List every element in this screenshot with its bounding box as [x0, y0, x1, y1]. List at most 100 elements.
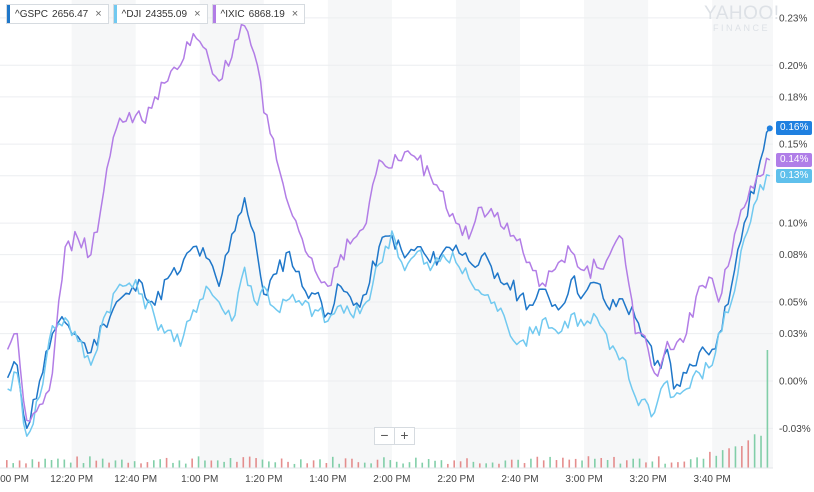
- volume-bar: [44, 458, 46, 468]
- volume-bar: [197, 456, 200, 468]
- zoom-in-button[interactable]: +: [394, 428, 414, 444]
- legend-chip-ixic[interactable]: ^IXIC 6868.19 ×: [211, 4, 306, 24]
- volume-bar: [721, 450, 724, 468]
- volume-bar: [670, 462, 673, 468]
- volume-bar: [363, 462, 366, 468]
- volume-bar: [293, 463, 296, 468]
- x-tick-label: 12:20 PM: [50, 474, 93, 485]
- volume-bar: [114, 460, 117, 468]
- volume-bar: [236, 461, 238, 468]
- x-tick-label: 2:40 PM: [501, 474, 538, 485]
- volume-bar: [542, 460, 545, 468]
- volume-bar: [766, 350, 769, 468]
- volume-bar: [632, 458, 634, 468]
- volume-bar: [101, 458, 104, 468]
- volume-bar: [510, 459, 513, 468]
- volume-bar: [485, 463, 487, 468]
- x-tick-label: 3:40 PM: [694, 474, 731, 485]
- volume-bar: [402, 463, 404, 468]
- watermark-line2: FINANCE: [713, 23, 771, 33]
- volume-bar: [657, 456, 660, 468]
- volume-bar: [121, 459, 123, 468]
- y-gridlines: [0, 17, 773, 429]
- volume-bars: [6, 350, 769, 468]
- volume-bar: [268, 461, 270, 468]
- volume-bar: [325, 462, 328, 468]
- close-icon[interactable]: ×: [291, 8, 299, 20]
- volume-bar: [447, 463, 449, 468]
- volume-bar: [344, 458, 347, 468]
- volume-bar: [453, 460, 456, 468]
- volume-bar: [300, 459, 302, 468]
- volume-bar: [248, 456, 251, 468]
- volume-bar: [491, 462, 494, 468]
- legend-value: 2656.47: [52, 8, 89, 20]
- watermark-line1: YAHOO!: [704, 3, 780, 24]
- volume-bar: [242, 457, 245, 468]
- y-tick-label: 0.20%: [779, 61, 807, 72]
- volume-bar: [466, 458, 468, 468]
- x-tick-label: 12:00 PM: [0, 474, 29, 485]
- volume-bar: [498, 463, 500, 468]
- legend-chip-dji[interactable]: ^DJI 24355.09 ×: [112, 4, 208, 24]
- volume-bar: [421, 462, 424, 468]
- volume-bar: [638, 458, 641, 468]
- last-point-marker: [766, 125, 773, 132]
- volume-bar: [191, 458, 193, 468]
- volume-bar: [651, 461, 654, 468]
- volume-bar: [95, 460, 98, 468]
- volume-bar: [357, 462, 360, 468]
- volume-bar: [127, 462, 130, 468]
- volume-bar: [140, 463, 142, 468]
- volume-bar: [229, 458, 232, 468]
- volume-bar: [178, 460, 181, 468]
- volume-bar: [677, 462, 679, 468]
- price-flag-gspc: 0.16%: [776, 121, 813, 136]
- legend-symbol: ^IXIC: [220, 8, 245, 20]
- volume-bar: [568, 459, 571, 468]
- x-tick-label: 1:20 PM: [245, 474, 282, 485]
- volume-bar: [280, 458, 283, 468]
- y-tick-label: 0.03%: [779, 329, 807, 340]
- volume-bar: [12, 463, 14, 468]
- volume-bar: [18, 460, 21, 468]
- volume-bar: [434, 460, 436, 468]
- volume-bar: [587, 456, 590, 468]
- y-tick-label: 0.10%: [779, 219, 807, 230]
- x-tick-label: 3:20 PM: [629, 474, 666, 485]
- volume-bar: [645, 462, 647, 468]
- volume-bar: [459, 461, 462, 468]
- legend-value: 6868.19: [248, 8, 285, 20]
- yahoo-finance-watermark: YAHOO! FINANCE: [704, 4, 780, 33]
- volume-bar: [689, 459, 692, 468]
- volume-bar: [760, 435, 762, 468]
- y-axis-labels: 0.23% 0.20% 0.18% 0.15% 0.13% 0.10% 0.08% 0.05%…: [779, 13, 811, 434]
- volume-bar: [216, 460, 219, 468]
- volume-bar: [383, 457, 385, 468]
- volume-bar: [415, 457, 417, 468]
- legend: ^GSPC 2656.47 × ^DJI 24355.09 × ^IXIC 68…: [6, 4, 306, 24]
- volume-bar: [523, 463, 526, 468]
- volume-bar: [306, 463, 309, 468]
- volume-bar: [210, 460, 213, 468]
- volume-bar: [274, 462, 277, 468]
- legend-chip-gspc[interactable]: ^GSPC 2656.47 ×: [6, 4, 109, 24]
- series-color-swatch: [113, 5, 117, 23]
- legend-symbol: ^GSPC: [15, 8, 49, 20]
- legend-value: 24355.09: [145, 8, 188, 20]
- volume-bar: [376, 459, 379, 468]
- volume-bar: [741, 446, 743, 468]
- volume-bar: [562, 457, 564, 468]
- close-icon[interactable]: ×: [194, 8, 201, 20]
- volume-bar: [683, 461, 686, 468]
- volume-bar: [370, 463, 372, 468]
- volume-bar: [76, 456, 78, 468]
- close-icon[interactable]: ×: [95, 8, 102, 20]
- volume-bar: [31, 459, 34, 468]
- volume-bar: [395, 461, 398, 468]
- series-color-swatch: [212, 5, 216, 23]
- volume-bar: [319, 459, 321, 468]
- zoom-out-button[interactable]: −: [380, 427, 389, 443]
- volume-bar: [312, 460, 315, 468]
- price-flag-ixic: 0.14%: [776, 152, 813, 167]
